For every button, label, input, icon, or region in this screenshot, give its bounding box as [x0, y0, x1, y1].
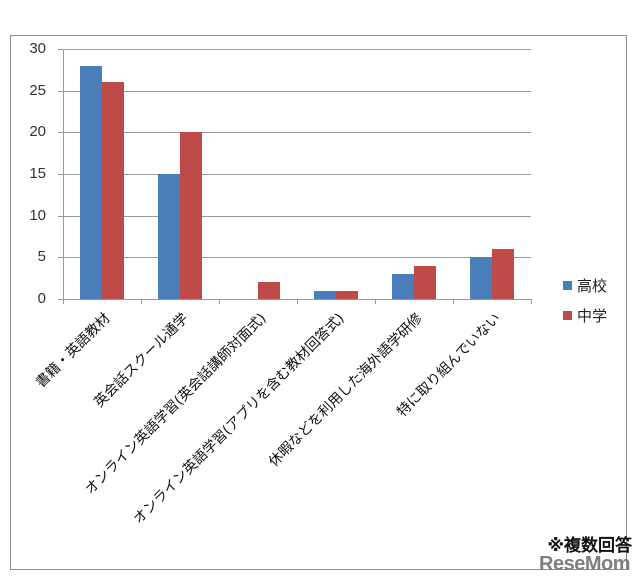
multiple-answers-note: ※複数回答 — [547, 536, 632, 556]
y-tick-label: 30 — [29, 40, 46, 57]
bar-junior-high — [102, 82, 124, 299]
x-tick-mark — [531, 299, 532, 304]
bar-high-school — [314, 290, 336, 299]
chart-frame — [10, 35, 627, 570]
x-tick-mark — [375, 299, 376, 304]
y-tick-label: 25 — [29, 82, 46, 99]
gridline — [63, 91, 531, 92]
y-tick-mark — [58, 257, 63, 258]
y-tick-label: 20 — [29, 123, 46, 140]
x-tick-mark — [141, 299, 142, 304]
legend-item-junior-high: 中学 — [563, 305, 607, 326]
x-tick-mark — [63, 299, 64, 304]
y-tick-label: 5 — [37, 248, 46, 265]
gridline — [63, 132, 531, 133]
legend-swatch-red-icon — [563, 311, 572, 320]
y-tick-label: 10 — [29, 207, 46, 224]
gridline — [63, 216, 531, 217]
legend-label: 高校 — [577, 277, 608, 295]
legend-label: 中学 — [577, 307, 608, 325]
y-tick-label: 0 — [37, 290, 46, 307]
gridline — [63, 174, 531, 175]
gridline — [63, 49, 531, 50]
x-tick-mark — [219, 299, 220, 304]
y-tick-mark — [58, 216, 63, 217]
bar-junior-high — [180, 132, 202, 299]
bar-high-school — [80, 65, 102, 299]
legend-swatch-blue-icon — [563, 281, 572, 290]
bar-junior-high — [492, 249, 514, 299]
bar-junior-high — [414, 265, 436, 299]
y-axis-line — [63, 49, 64, 300]
legend-item-high-school: 高校 — [563, 275, 607, 296]
bar-junior-high — [258, 282, 280, 299]
y-tick-mark — [58, 174, 63, 175]
y-tick-label: 15 — [29, 165, 46, 182]
bar-junior-high — [336, 290, 358, 299]
bar-high-school — [392, 274, 414, 299]
x-tick-mark — [297, 299, 298, 304]
bar-high-school — [470, 257, 492, 299]
y-tick-mark — [58, 132, 63, 133]
gridline — [63, 257, 531, 258]
bar-high-school — [158, 174, 180, 299]
y-tick-mark — [58, 49, 63, 50]
resemom-watermark: ReseMom — [539, 553, 630, 575]
y-tick-mark — [58, 91, 63, 92]
x-tick-mark — [453, 299, 454, 304]
y-tick-mark — [58, 299, 63, 300]
